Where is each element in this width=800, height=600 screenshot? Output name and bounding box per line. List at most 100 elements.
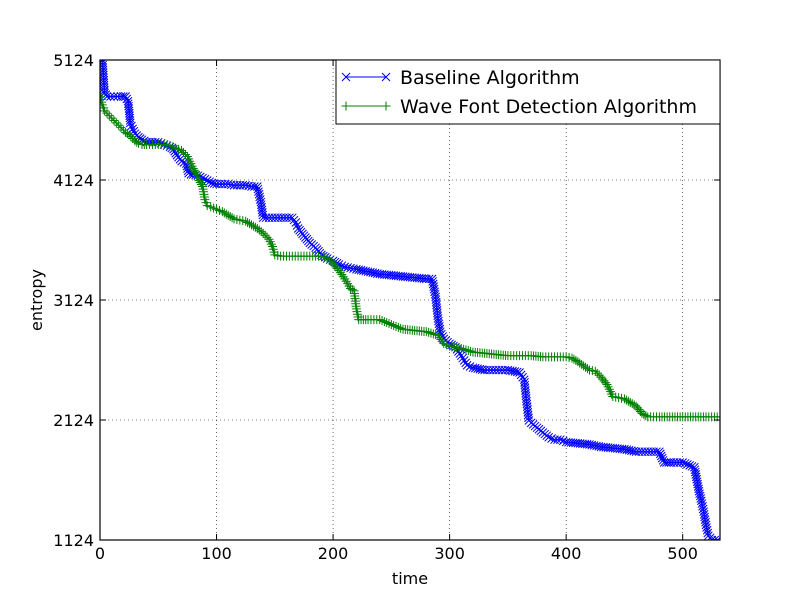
data-point xyxy=(544,432,554,442)
legend-box xyxy=(335,59,721,125)
data-point xyxy=(461,345,471,355)
data-point xyxy=(713,535,720,540)
data-point xyxy=(462,360,472,370)
data-point xyxy=(217,207,227,217)
data-point xyxy=(349,264,358,274)
data-point xyxy=(248,221,258,231)
data-point xyxy=(225,211,235,221)
data-point xyxy=(558,436,568,446)
data-point xyxy=(465,362,475,371)
data-point xyxy=(285,213,294,223)
data-point xyxy=(623,396,633,406)
data-point xyxy=(255,192,265,202)
axis-ticks: 0 100 200 300 400 500 1124 2124 3124 4124 5124 xyxy=(53,51,720,563)
data-point xyxy=(698,504,708,514)
data-point xyxy=(384,319,394,329)
data-point xyxy=(391,321,401,331)
data-point xyxy=(252,182,262,191)
data-point xyxy=(241,216,251,226)
data-point xyxy=(698,501,707,511)
data-point xyxy=(340,274,350,284)
data-point xyxy=(524,413,533,423)
data-point xyxy=(424,327,434,337)
data-point xyxy=(590,366,600,376)
data-point xyxy=(265,237,275,247)
data-point xyxy=(200,174,210,184)
data-point xyxy=(435,322,444,331)
data-point xyxy=(100,89,105,99)
data-point xyxy=(701,517,710,527)
data-point xyxy=(202,176,212,185)
data-point xyxy=(205,177,214,187)
data-point xyxy=(379,317,389,327)
data-point xyxy=(375,315,385,325)
data-point xyxy=(696,496,706,506)
data-point xyxy=(710,535,720,540)
data-point xyxy=(435,324,445,334)
data-point xyxy=(685,461,695,470)
data-point xyxy=(428,277,437,286)
data-point xyxy=(396,323,406,333)
data-point xyxy=(106,92,115,101)
legend-label: Wave Font Detection Algorithm xyxy=(400,96,697,118)
data-point xyxy=(125,116,135,125)
data-point xyxy=(604,384,614,394)
data-point xyxy=(254,187,263,197)
data-point xyxy=(187,161,197,171)
data-point xyxy=(429,284,439,294)
data-point xyxy=(592,368,602,378)
data-point xyxy=(260,230,270,240)
data-point xyxy=(428,329,438,339)
legend-marker xyxy=(381,101,391,111)
data-point xyxy=(111,118,121,128)
data-point xyxy=(602,379,612,389)
data-point xyxy=(121,92,130,101)
data-point xyxy=(343,279,353,289)
data-point xyxy=(250,182,259,191)
y-tick-label: 1124 xyxy=(53,531,94,550)
data-point xyxy=(619,394,629,404)
data-point xyxy=(466,346,476,356)
data-point xyxy=(223,210,233,220)
data-point xyxy=(125,118,135,128)
data-point xyxy=(126,132,136,142)
data-point xyxy=(194,175,204,185)
data-point xyxy=(459,344,469,354)
legend-entry: Wave Font Detection Algorithm xyxy=(341,96,697,118)
data-point xyxy=(128,133,138,143)
data-point xyxy=(675,458,685,467)
data-point xyxy=(637,408,647,418)
data-point xyxy=(185,156,195,166)
data-point xyxy=(266,239,276,249)
data-point xyxy=(100,106,110,116)
data-point xyxy=(114,120,124,130)
data-point xyxy=(189,165,199,175)
y-tick-label: 3124 xyxy=(53,291,94,310)
y-tick-label: 5124 xyxy=(53,51,94,70)
data-point xyxy=(430,289,440,299)
data-point xyxy=(426,328,436,338)
data-point xyxy=(702,523,711,532)
data-point xyxy=(247,220,257,230)
data-point xyxy=(680,459,690,468)
data-point xyxy=(627,399,637,409)
data-point xyxy=(700,515,710,524)
data-point xyxy=(515,368,524,377)
legend-marker xyxy=(341,101,351,111)
data-point xyxy=(179,147,189,157)
data-point xyxy=(697,499,707,508)
series-layer xyxy=(100,60,720,540)
data-point xyxy=(243,217,253,227)
x-tick-label: 500 xyxy=(667,544,698,563)
data-point xyxy=(245,219,255,229)
data-point xyxy=(292,221,302,230)
data-point xyxy=(621,395,631,405)
x-tick-label: 100 xyxy=(201,544,232,563)
data-point xyxy=(227,213,237,223)
x-tick-label: 0 xyxy=(95,544,105,563)
x-tick-label: 400 xyxy=(551,544,582,563)
data-point xyxy=(188,163,198,173)
data-point xyxy=(700,512,709,522)
y-tick-label: 4124 xyxy=(53,171,94,190)
data-point xyxy=(421,327,431,337)
